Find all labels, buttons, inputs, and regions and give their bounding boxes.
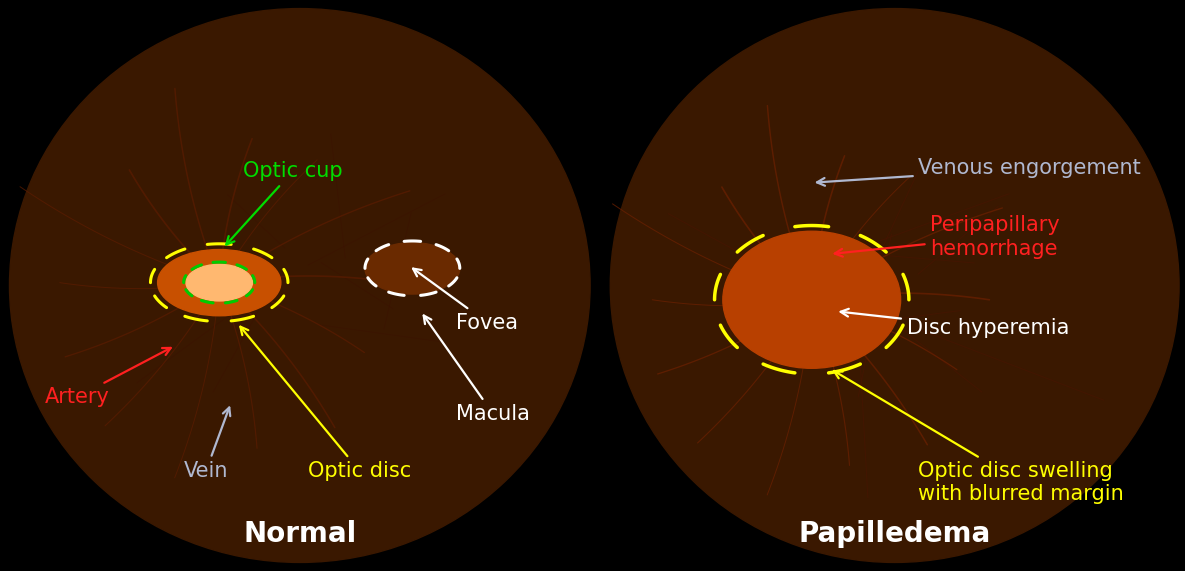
Ellipse shape xyxy=(730,125,1059,446)
Ellipse shape xyxy=(645,42,1145,529)
Text: Normal: Normal xyxy=(243,520,357,548)
Ellipse shape xyxy=(105,100,494,471)
Text: Venous engorgement: Venous engorgement xyxy=(816,158,1141,186)
Ellipse shape xyxy=(681,78,1108,493)
Ellipse shape xyxy=(160,152,440,419)
Ellipse shape xyxy=(62,58,538,513)
Ellipse shape xyxy=(758,259,865,341)
Text: Vein: Vein xyxy=(184,408,230,481)
Ellipse shape xyxy=(776,272,847,327)
Text: Fovea: Fovea xyxy=(414,268,518,333)
Text: Disc hyperemia: Disc hyperemia xyxy=(840,309,1069,339)
Ellipse shape xyxy=(619,17,1171,554)
Ellipse shape xyxy=(741,245,883,355)
Ellipse shape xyxy=(132,125,468,446)
Ellipse shape xyxy=(44,42,556,529)
Ellipse shape xyxy=(173,258,265,308)
Ellipse shape xyxy=(260,247,340,324)
Ellipse shape xyxy=(82,78,518,493)
Ellipse shape xyxy=(192,183,408,388)
Ellipse shape xyxy=(723,231,901,368)
Text: Papilledema: Papilledema xyxy=(799,520,991,548)
Ellipse shape xyxy=(9,9,590,562)
Ellipse shape xyxy=(630,28,1159,543)
Text: Optic cup: Optic cup xyxy=(226,161,342,244)
Text: Optic disc: Optic disc xyxy=(241,327,411,481)
Ellipse shape xyxy=(382,252,443,285)
Ellipse shape xyxy=(188,266,250,299)
Ellipse shape xyxy=(854,247,935,324)
Ellipse shape xyxy=(18,17,582,554)
Ellipse shape xyxy=(794,286,830,313)
Ellipse shape xyxy=(610,9,1179,562)
Text: Peripapillary
hemorrhage: Peripapillary hemorrhage xyxy=(834,215,1059,259)
Text: Artery: Artery xyxy=(45,348,171,407)
Ellipse shape xyxy=(158,250,281,316)
Ellipse shape xyxy=(758,152,1031,419)
Ellipse shape xyxy=(200,273,238,292)
Ellipse shape xyxy=(661,58,1128,513)
Text: Optic disc swelling
with blurred margin: Optic disc swelling with blurred margin xyxy=(834,371,1125,504)
Ellipse shape xyxy=(365,243,460,294)
Ellipse shape xyxy=(186,264,252,301)
Ellipse shape xyxy=(789,183,1000,388)
Ellipse shape xyxy=(228,216,372,355)
Ellipse shape xyxy=(824,216,966,355)
Ellipse shape xyxy=(396,259,429,278)
Ellipse shape xyxy=(704,100,1085,471)
Text: Macula: Macula xyxy=(424,316,530,424)
Ellipse shape xyxy=(30,28,570,543)
